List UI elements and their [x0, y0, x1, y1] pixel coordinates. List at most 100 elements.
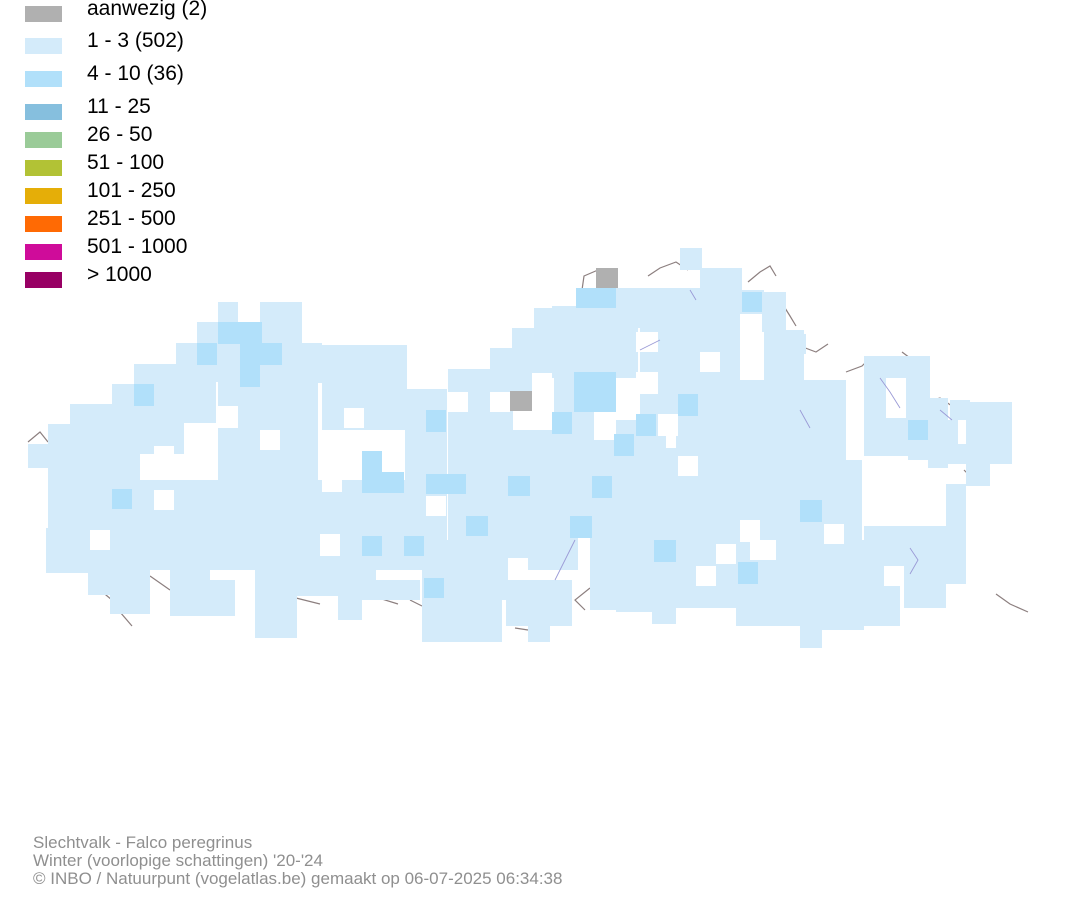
legend-item: 101 - 250: [25, 179, 345, 216]
legend-item: 501 - 1000: [25, 235, 345, 272]
legend-item: 11 - 25: [25, 95, 345, 132]
grid-cell-empty: [90, 530, 110, 550]
legend-label: 101 - 250: [87, 179, 176, 202]
grid-cell-4-10: [654, 540, 676, 562]
grid-cell-1-3: [210, 580, 235, 616]
grid-cell-1-3: [506, 580, 572, 626]
legend-swatch: [25, 272, 62, 288]
grid-cell-4-10: [134, 384, 154, 406]
grid-cell-1-3: [776, 540, 836, 570]
grid-cell-empty: [886, 378, 906, 418]
grid-cell-empty: [696, 566, 716, 586]
grid-cell-4-10: [678, 394, 698, 416]
legend-label: 501 - 1000: [87, 235, 188, 258]
caption-credit: © INBO / Natuurpunt (vogelatlas.be) gema…: [33, 869, 563, 888]
grid-cell-empty: [740, 520, 760, 542]
grid-cell-1-3: [966, 456, 990, 486]
grid-cell-1-3: [422, 540, 462, 580]
grid-cell-4-10: [574, 372, 616, 412]
rivers: [554, 289, 953, 581]
grid-cell-1-3: [360, 580, 420, 600]
legend-swatch: [25, 188, 62, 204]
grid-cell-4-10: [636, 414, 656, 436]
legend-label: aanwezig (2): [87, 0, 208, 20]
legend-label: 4 - 10 (36): [87, 62, 184, 85]
grid-cell-empty: [448, 392, 468, 412]
legend-item: 1 - 3 (502): [25, 29, 345, 66]
grid-cell-1-3: [110, 580, 150, 614]
grid-cell-empty: [218, 406, 238, 428]
legend-swatch: [25, 38, 62, 54]
grid-cell-empty: [864, 460, 884, 500]
grid-cell-present: [510, 391, 532, 411]
grid-cell-empty: [320, 534, 340, 556]
grid-cell-4-10: [800, 500, 822, 522]
grid-cell-4-10: [240, 365, 260, 387]
grid-cell-1-3: [950, 400, 970, 420]
grid-cell-1-3: [528, 620, 550, 642]
grid-cell-1-3: [255, 580, 297, 638]
grid-cell-empty: [658, 414, 678, 436]
grid-cell-4-10: [576, 288, 616, 308]
grid-cell-1-3: [928, 444, 1012, 464]
legend-label: 26 - 50: [87, 123, 153, 146]
grid-cells: [28, 248, 1012, 648]
grid-cell-empty: [508, 558, 528, 580]
grid-cell-empty: [700, 352, 720, 372]
legend-swatch: [25, 132, 62, 148]
grid-cell-empty: [636, 372, 658, 394]
grid-cell-empty: [908, 462, 928, 502]
grid-cell-1-3: [218, 302, 238, 327]
legend-swatch: [25, 160, 62, 176]
grid-cell-1-3: [534, 308, 554, 333]
legend-label: 51 - 100: [87, 151, 165, 174]
grid-cell-1-3: [680, 248, 702, 270]
river-line: [554, 289, 953, 581]
grid-cell-4-10: [112, 489, 132, 509]
grid-cell-4-10: [742, 292, 762, 312]
grid-cell-1-3: [322, 345, 407, 430]
legend-swatch: [25, 216, 62, 232]
legend-label: 1 - 3 (502): [87, 29, 184, 52]
caption-season: Winter (voorlopige schattingen) '20-'24: [33, 851, 323, 870]
grid-cell-1-3: [134, 364, 184, 454]
legend-swatch: [25, 6, 62, 22]
grid-cell-empty: [884, 566, 904, 586]
grid-cell-1-3: [900, 526, 966, 584]
grid-cell-empty: [344, 408, 364, 428]
grid-cell-4-10: [552, 412, 572, 434]
grid-cell-empty: [154, 446, 174, 468]
grid-cell-4-10: [738, 562, 758, 584]
grid-cell-4-10: [404, 536, 424, 556]
grid-cell-empty: [824, 524, 844, 544]
grid-cell-empty: [678, 456, 698, 476]
legend-item: aanwezig (2): [25, 0, 345, 34]
grid-cell-1-3: [762, 292, 786, 332]
grid-cell-4-10: [614, 434, 634, 456]
grid-cell-4-10: [426, 474, 466, 494]
grid-cell-4-10: [508, 476, 530, 496]
caption-species: Slechtvalk - Falco peregrinus: [33, 833, 253, 852]
grid-cell-4-10: [362, 536, 382, 556]
empty-cells: [90, 332, 928, 586]
grid-cell-1-3: [904, 580, 946, 608]
legend-item: 51 - 100: [25, 151, 345, 188]
grid-cell-empty: [490, 392, 510, 412]
grid-cell-4-10: [592, 476, 612, 498]
grid-cell-1-3: [170, 560, 210, 616]
grid-cell-4-10: [218, 322, 262, 344]
grid-cell-1-3: [784, 334, 806, 354]
grid-cell-4-10: [424, 578, 444, 598]
grid-cell-1-3: [338, 580, 362, 620]
legend-label: 251 - 500: [87, 207, 176, 230]
grid-cell-1-3: [800, 600, 822, 648]
grid-cell-4-10: [466, 516, 488, 536]
grid-cell-empty: [322, 470, 342, 492]
grid-cell-4-10: [908, 420, 928, 440]
grid-cell-empty: [716, 544, 736, 564]
grid-cell-1-3: [700, 268, 742, 290]
legend-label: > 1000: [87, 263, 152, 286]
grid-cell-4-10: [426, 410, 446, 432]
legend-item: 26 - 50: [25, 123, 345, 160]
